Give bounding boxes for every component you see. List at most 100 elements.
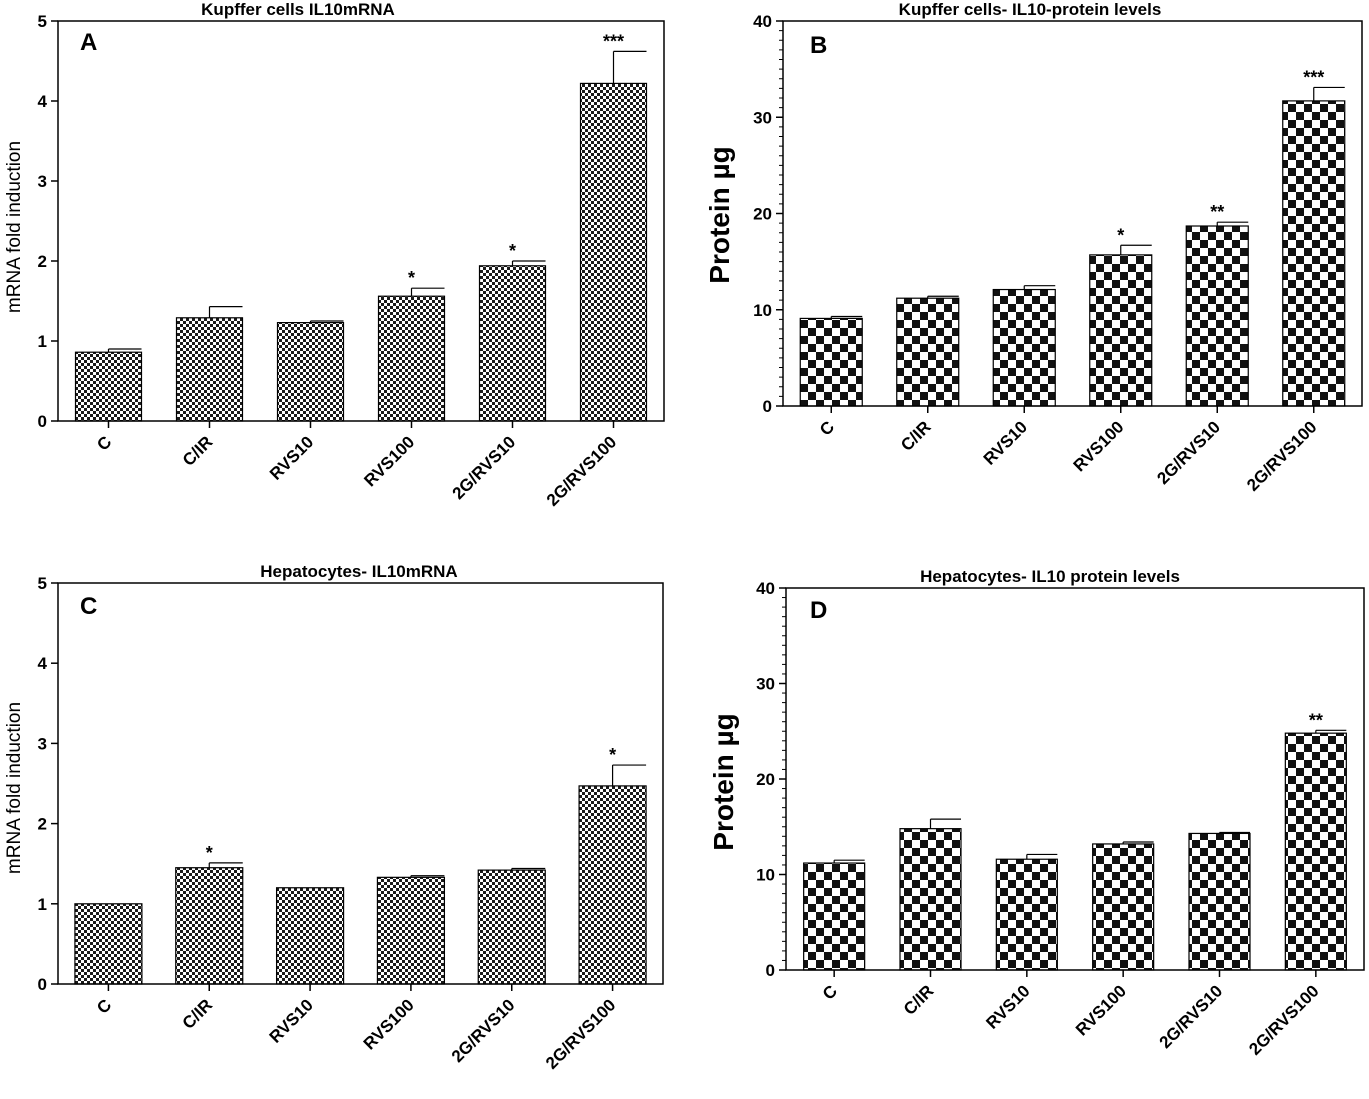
panel-label: B — [810, 32, 827, 59]
y-tick-label: 10 — [753, 301, 772, 320]
bar — [275, 887, 345, 985]
plot-frame — [785, 587, 1365, 971]
x-category-labels: C C/IR RVS10 RVS100 2G/RVS10 2G/RVS100 — [819, 970, 1323, 1059]
x-category-labels: C C/IR RVS10 RVS100 2G/RVS10 2G/RVS100 — [816, 406, 1321, 495]
bar — [1089, 254, 1153, 407]
significance-marker: *** — [603, 31, 624, 51]
bar — [1185, 225, 1249, 407]
y-tick-label: 2 — [38, 815, 47, 834]
bar — [995, 858, 1058, 971]
y-tick-label: 20 — [756, 770, 775, 789]
bar — [578, 785, 647, 985]
x-category-label: 2G/RVS10 — [1153, 417, 1224, 488]
y-tick-label: 1 — [38, 895, 47, 914]
x-category-label: 2G/RVS100 — [542, 995, 619, 1072]
y-ticks: 0 10 20 30 40 — [753, 12, 783, 416]
significance-marker: * — [609, 745, 616, 765]
x-category-label: 2G/RVS100 — [543, 432, 620, 509]
x-category-label: 2G/RVS10 — [449, 432, 520, 503]
bar — [175, 867, 244, 985]
y-tick-label: 3 — [38, 734, 47, 753]
plot-frame — [782, 20, 1363, 407]
bar — [803, 862, 866, 971]
bar — [74, 351, 143, 422]
bar — [1282, 100, 1346, 407]
y-axis-label: mRNA fold induction — [4, 141, 25, 313]
chart-title: Hepatocytes- IL10mRNA — [260, 562, 457, 581]
x-category-label: 2G/RVS100 — [1243, 417, 1320, 494]
significance-marker: ** — [1210, 202, 1224, 222]
x-category-label: C/IR — [897, 417, 934, 454]
bar — [799, 317, 863, 407]
plot-frame — [57, 20, 665, 422]
y-axis-label: mRNA fold induction — [4, 702, 25, 874]
x-category-label: RVS10 — [266, 432, 317, 483]
y-tick-label: 3 — [38, 172, 47, 191]
bar — [276, 322, 345, 422]
x-category-label: C — [93, 995, 115, 1017]
plot-frame — [57, 582, 664, 985]
y-tick-label: 2 — [38, 252, 47, 271]
x-category-label: RVS100 — [360, 995, 418, 1053]
bar — [1092, 843, 1155, 971]
y-ticks: 0 10 20 30 40 — [756, 579, 786, 980]
significance-marker: * — [509, 241, 516, 261]
x-category-label: C — [816, 417, 838, 439]
y-tick-label: 0 — [38, 412, 47, 431]
x-category-label: 2G/RVS10 — [448, 995, 519, 1066]
bars: ** — [803, 710, 1347, 971]
panel-a: Kupffer cells IL10mRNA A mRNA fold induc… — [4, 0, 665, 510]
y-tick-label: 30 — [756, 675, 775, 694]
bar — [1188, 832, 1251, 971]
y-tick-label: 40 — [753, 12, 772, 31]
y-tick-label: 4 — [38, 654, 48, 673]
panel-c: Hepatocytes- IL10mRNA C mRNA fold induct… — [4, 562, 664, 1073]
y-axis-label: Protein µg — [704, 146, 735, 283]
bar — [477, 869, 546, 985]
x-category-label: RVS100 — [1070, 417, 1128, 475]
x-category-label: 2G/RVS10 — [1156, 981, 1227, 1052]
panel-label: C — [80, 593, 97, 620]
y-ticks: 0 1 2 3 4 5 — [38, 574, 58, 994]
x-category-label: RVS10 — [980, 417, 1031, 468]
bar — [899, 828, 962, 971]
panel-label: A — [80, 29, 97, 56]
x-category-label: RVS100 — [1072, 981, 1130, 1039]
panel-b: Kupffer cells- IL10-protein levels B Pro… — [704, 0, 1363, 495]
chart-title: Kupffer cells- IL10-protein levels — [899, 0, 1162, 19]
y-tick-label: 0 — [766, 961, 775, 980]
x-category-label: 2G/RVS100 — [1245, 981, 1322, 1058]
bar — [1284, 732, 1347, 971]
y-tick-label: 10 — [756, 866, 775, 885]
significance-marker: * — [1117, 225, 1124, 245]
y-tick-label: 4 — [38, 92, 48, 111]
panel-d: Hepatocytes- IL10 protein levels D Prote… — [708, 567, 1365, 1059]
chart-title: Kupffer cells IL10mRNA — [201, 0, 395, 19]
y-ticks: 0 1 2 3 4 5 — [38, 12, 58, 431]
x-category-label: RVS100 — [360, 432, 418, 490]
y-tick-label: 5 — [38, 574, 47, 593]
bar — [478, 265, 547, 422]
x-category-label: C/IR — [900, 981, 937, 1018]
bars: ****** — [799, 67, 1346, 407]
x-category-label: C/IR — [179, 995, 216, 1032]
y-axis-label: Protein µg — [708, 713, 739, 850]
y-tick-label: 30 — [753, 108, 772, 127]
bar — [376, 876, 446, 985]
y-tick-label: 0 — [763, 397, 772, 416]
y-tick-label: 40 — [756, 579, 775, 598]
y-tick-label: 20 — [753, 205, 772, 224]
significance-marker: * — [408, 268, 415, 288]
bar — [175, 317, 244, 422]
panel-label: D — [810, 597, 827, 624]
bars: ** — [74, 745, 647, 985]
y-tick-label: 0 — [38, 975, 47, 994]
x-category-label: C — [93, 432, 115, 454]
bar — [579, 82, 648, 422]
x-category-label: RVS10 — [982, 981, 1033, 1032]
x-category-label: RVS10 — [266, 995, 317, 1046]
x-category-labels: C C/IR RVS10 RVS100 2G/RVS10 2G/RVS100 — [93, 421, 620, 510]
x-category-label: C/IR — [179, 432, 216, 469]
significance-marker: ** — [1309, 710, 1323, 730]
